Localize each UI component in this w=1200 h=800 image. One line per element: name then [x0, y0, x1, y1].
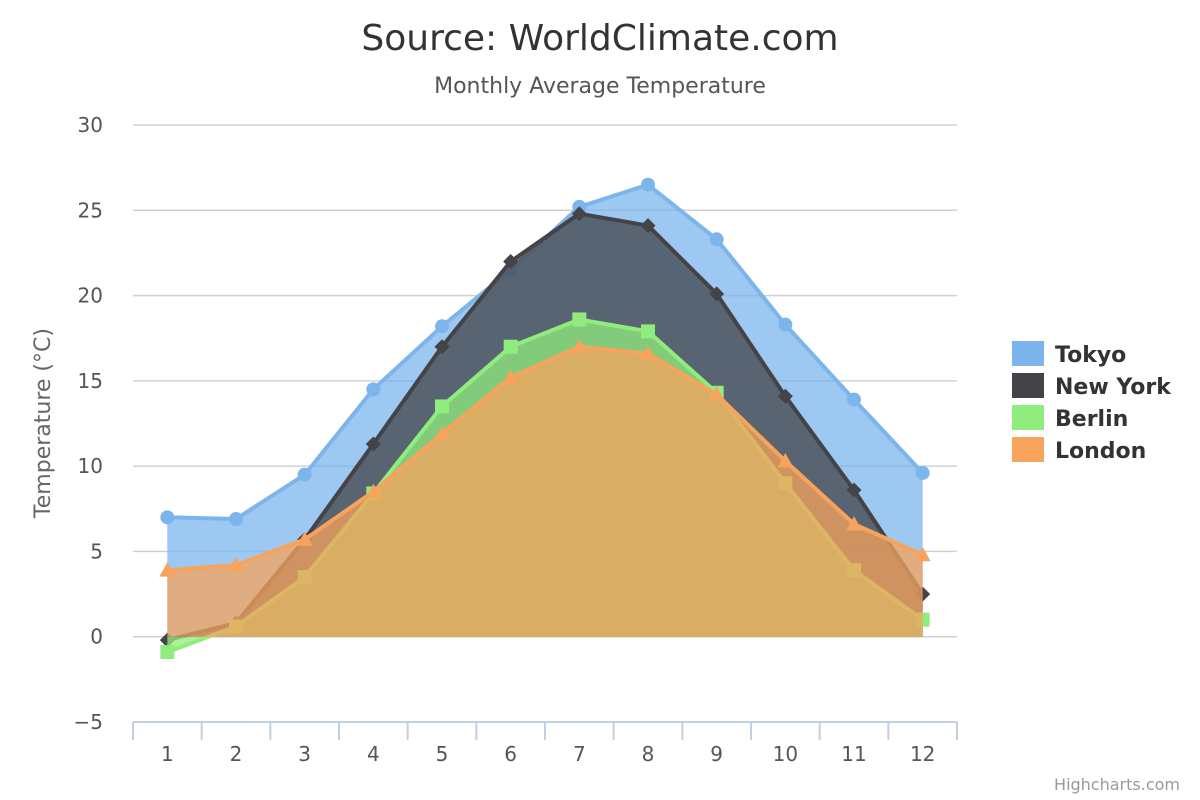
series-london	[159, 338, 931, 637]
data-point-triangle[interactable]	[502, 369, 519, 384]
x-tick-label: 10	[773, 742, 798, 766]
y-axis-title: Temperature (°C)	[31, 328, 56, 519]
legend-swatch	[1012, 341, 1044, 366]
data-point-diamond[interactable]	[640, 218, 656, 234]
legend-label: New York	[1055, 375, 1172, 400]
legend-item-berlin[interactable]: Berlin	[1012, 405, 1128, 432]
data-point-triangle[interactable]	[846, 516, 862, 531]
y-tick-label: −5	[74, 710, 103, 734]
data-point-diamond[interactable]	[709, 286, 725, 302]
series-line	[165, 344, 925, 573]
chart-subtitle: Monthly Average Temperature	[434, 74, 766, 99]
data-point-circle[interactable]	[641, 177, 655, 192]
x-tick-label: 6	[504, 742, 517, 766]
data-point-triangle[interactable]	[571, 338, 588, 354]
x-axis: 1 2 3 4 5 6 7 8 9 10 11 12	[132, 721, 958, 766]
x-tick-label: 9	[710, 742, 723, 766]
x-tick-label: 3	[298, 742, 311, 766]
legend-item-new-york[interactable]: New York	[1012, 373, 1172, 400]
credits-link[interactable]: Highcharts.com	[1054, 775, 1180, 794]
data-point-triangle[interactable]	[777, 453, 794, 468]
y-tick-label: 15	[78, 369, 103, 393]
data-point-square[interactable]	[435, 399, 449, 414]
y-tick-label: 30	[78, 113, 103, 137]
data-point-circle[interactable]	[915, 465, 930, 480]
x-tick-label: 4	[367, 742, 380, 766]
data-point-square[interactable]	[641, 324, 655, 339]
data-point-diamond[interactable]	[434, 339, 450, 355]
y-tick-label: 25	[78, 198, 103, 222]
data-point-circle[interactable]	[229, 512, 243, 527]
y-tick-label: 0	[90, 625, 103, 649]
data-point-square[interactable]	[160, 645, 175, 660]
x-tick-label: 8	[642, 742, 655, 766]
legend-label: London	[1055, 439, 1146, 464]
series-layer	[159, 177, 931, 660]
x-tick-label: 11	[841, 742, 866, 766]
data-point-diamond[interactable]	[365, 436, 381, 452]
data-point-triangle[interactable]	[228, 557, 244, 572]
legend: Tokyo New York Berlin London	[1012, 341, 1172, 464]
x-tick-label: 5	[436, 742, 449, 766]
legend-item-london[interactable]: London	[1012, 437, 1146, 464]
chart-title: Source: WorldClimate.com	[361, 18, 838, 59]
data-point-square[interactable]	[572, 312, 587, 327]
y-axis: −5 0 5 10 15 20 25 30	[74, 113, 103, 734]
legend-swatch	[1012, 405, 1044, 430]
legend-label: Tokyo	[1055, 343, 1126, 368]
legend-item-tokyo[interactable]: Tokyo	[1012, 341, 1126, 368]
x-tick-label: 12	[910, 742, 935, 766]
data-point-triangle[interactable]	[640, 345, 656, 360]
data-point-triangle[interactable]	[159, 562, 176, 577]
data-point-circle[interactable]	[160, 510, 175, 525]
data-point-circle[interactable]	[366, 382, 381, 397]
x-tick-label: 7	[573, 742, 586, 766]
x-tick-label: 2	[230, 742, 243, 766]
y-tick-label: 5	[90, 539, 103, 563]
legend-label: Berlin	[1055, 407, 1128, 432]
data-point-circle[interactable]	[297, 467, 312, 482]
data-point-circle[interactable]	[709, 232, 724, 247]
data-point-circle[interactable]	[778, 317, 793, 332]
series-area	[167, 346, 923, 637]
data-point-square[interactable]	[503, 339, 518, 354]
legend-swatch	[1012, 437, 1044, 462]
data-point-triangle[interactable]	[296, 531, 313, 546]
legend-swatch	[1012, 373, 1044, 398]
data-point-triangle[interactable]	[365, 483, 382, 499]
data-point-circle[interactable]	[847, 392, 861, 407]
data-point-triangle[interactable]	[708, 386, 725, 401]
y-tick-label: 10	[78, 454, 103, 478]
data-point-triangle[interactable]	[914, 546, 931, 562]
y-tick-label: 20	[78, 284, 103, 308]
data-point-diamond[interactable]	[503, 253, 519, 269]
data-point-diamond[interactable]	[846, 482, 862, 498]
data-point-circle[interactable]	[435, 319, 449, 334]
data-point-diamond[interactable]	[777, 388, 793, 404]
x-tick-label: 1	[161, 742, 174, 766]
data-point-triangle[interactable]	[434, 425, 450, 441]
data-point-diamond[interactable]	[571, 206, 587, 222]
